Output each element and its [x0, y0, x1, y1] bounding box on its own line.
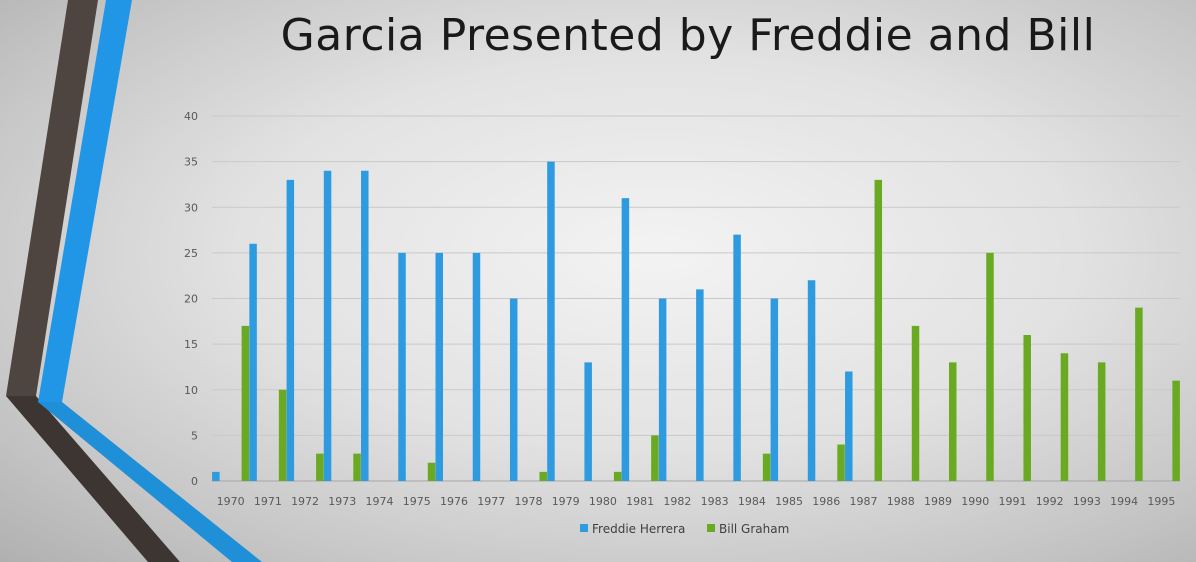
- bar-freddie-herrera-1975: [398, 252, 406, 481]
- x-tick-label: 1982: [663, 495, 691, 508]
- y-tick-label: 0: [191, 475, 198, 488]
- x-tick-label: 1977: [477, 495, 505, 508]
- x-tick-label: 1984: [738, 495, 766, 508]
- chart-title: Garcia Presented by Freddie and Bill: [280, 10, 1096, 61]
- bar-freddie-herrera-1987: [845, 371, 853, 481]
- bar-bill-graham-1986: [837, 444, 845, 481]
- bar-bill-graham-1991: [1023, 335, 1031, 481]
- x-tick-label: 1971: [254, 495, 282, 508]
- y-tick-label: 20: [184, 293, 198, 306]
- x-tick-label: 1978: [514, 495, 542, 508]
- x-tick-label: 1979: [552, 495, 580, 508]
- bars: [212, 161, 1180, 481]
- bar-freddie-herrera-1982: [658, 298, 667, 481]
- bar-freddie-herrera-1980: [584, 362, 592, 481]
- x-tick-label: 1972: [291, 495, 319, 508]
- x-tick-label: 1973: [328, 495, 356, 508]
- x-tick-label: 1975: [403, 495, 431, 508]
- bar-freddie-herrera-1974: [361, 170, 369, 481]
- x-tick-label: 1983: [701, 495, 729, 508]
- x-tick-label: 1985: [775, 495, 803, 508]
- bar-freddie-herrera-1973: [323, 170, 332, 481]
- bar-freddie-herrera-1983: [696, 289, 704, 481]
- dark-brown-stripe-top: [6, 0, 98, 396]
- legend-label: Bill Graham: [719, 522, 789, 536]
- gridlines: [212, 115, 1180, 482]
- x-tick-label: 1993: [1073, 495, 1101, 508]
- bar-bill-graham-1980: [613, 471, 622, 481]
- bar-freddie-herrera-1979: [547, 161, 555, 481]
- x-tick-label: 1995: [1147, 495, 1175, 508]
- bar-bill-graham-1989: [949, 362, 957, 481]
- bar-bill-graham-1993: [1097, 362, 1106, 481]
- y-tick-label: 40: [184, 110, 198, 123]
- bar-freddie-herrera-1970: [212, 471, 220, 481]
- bar-bill-graham-1987: [874, 179, 883, 481]
- dark-brown-stripe-bottom: [6, 396, 180, 562]
- x-tick-label: 1991: [998, 495, 1026, 508]
- legend-swatch: [707, 524, 715, 532]
- bar-bill-graham-1970: [241, 325, 250, 481]
- x-tick-label: 1989: [924, 495, 952, 508]
- y-tick-label: 15: [184, 338, 198, 351]
- y-tick-label: 5: [191, 429, 198, 442]
- x-tick-label: 1980: [589, 495, 617, 508]
- bar-bill-graham-1988: [911, 325, 920, 481]
- legend-swatch: [580, 524, 588, 532]
- x-tick-label: 1992: [1036, 495, 1064, 508]
- bar-bill-graham-1973: [353, 453, 361, 481]
- bar-bill-graham-1994: [1135, 307, 1143, 481]
- bar-bill-graham-1971: [278, 389, 287, 481]
- bar-freddie-herrera-1971: [249, 243, 257, 481]
- legend: Freddie Herrera Bill Graham: [580, 522, 789, 536]
- bar-bill-graham-1992: [1060, 353, 1069, 481]
- bar-bill-graham-1975: [427, 462, 436, 481]
- y-tick-label: 35: [184, 156, 198, 169]
- bar-bill-graham-1995: [1172, 380, 1180, 481]
- x-tick-label: 1990: [961, 495, 989, 508]
- bar-freddie-herrera-1986: [807, 280, 816, 481]
- x-tick-label: 1994: [1110, 495, 1138, 508]
- bar-freddie-herrera-1984: [733, 234, 741, 481]
- bar-bill-graham-1972: [316, 453, 324, 481]
- blue-stripe-bottom: [38, 402, 262, 562]
- bar-freddie-herrera-1985: [770, 298, 779, 481]
- y-tick-label: 30: [184, 201, 198, 214]
- bar-freddie-herrera-1978: [509, 298, 518, 481]
- x-tick-label: 1987: [850, 495, 878, 508]
- y-tick-label: 25: [184, 247, 198, 260]
- x-tick-label: 1976: [440, 495, 468, 508]
- bar-freddie-herrera-1977: [472, 252, 481, 481]
- y-axis-ticks: 0 5 10 15 20 25 30 35 40: [184, 110, 198, 488]
- x-tick-label: 1981: [626, 495, 654, 508]
- legend-label: Freddie Herrera: [592, 522, 685, 536]
- bar-freddie-herrera-1976: [435, 252, 443, 481]
- bar-bill-graham-1984: [762, 453, 771, 481]
- x-tick-label: 1986: [812, 495, 840, 508]
- x-tick-label: 1988: [887, 495, 915, 508]
- bar-bill-graham-1990: [986, 252, 994, 481]
- bar-bill-graham-1978: [539, 471, 547, 481]
- x-tick-label: 1970: [217, 495, 245, 508]
- x-tick-label: 1974: [366, 495, 394, 508]
- bar-bill-graham-1981: [651, 435, 659, 481]
- x-axis-ticks: 1970 1971 1972 1973 1974 1975 1976 1977 1978 1979…: [217, 495, 1176, 508]
- blue-stripe-top: [38, 0, 132, 402]
- y-tick-label: 10: [184, 384, 198, 397]
- bar-freddie-herrera-1981: [621, 198, 630, 481]
- bar-freddie-herrera-1972: [286, 179, 295, 481]
